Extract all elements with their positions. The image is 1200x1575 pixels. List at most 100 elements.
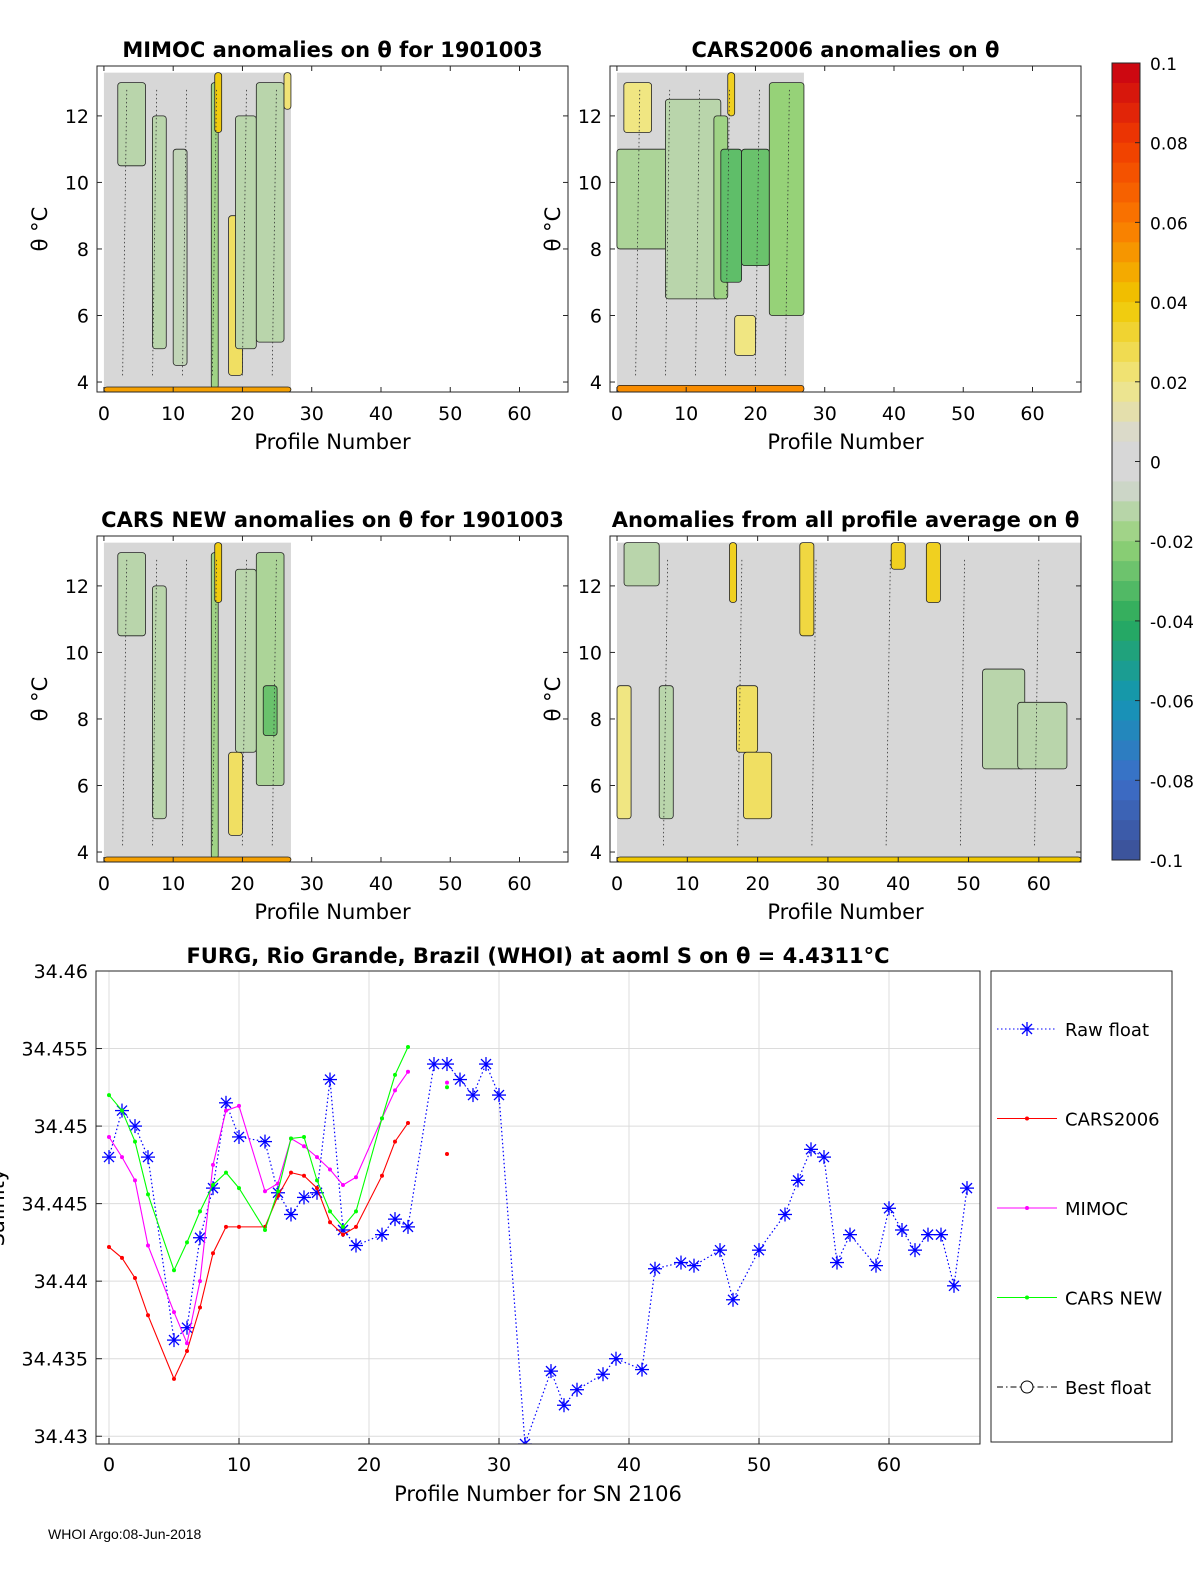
data-point <box>687 1258 701 1273</box>
colorbar-tick-label: 0.08 <box>1150 135 1188 155</box>
legend-label: CARS NEW <box>1065 1289 1162 1310</box>
x-tick-label: 10 <box>675 873 699 895</box>
x-tick-label: 20 <box>746 873 770 895</box>
heatmap-cell <box>890 542 906 570</box>
panel-title: CARS2006 anomalies on θ <box>692 38 1000 62</box>
data-point <box>570 1382 584 1397</box>
heatmap-cell <box>103 856 292 862</box>
data-point <box>107 1093 111 1098</box>
heatmap-cell <box>768 82 805 316</box>
data-point <box>674 1255 688 1270</box>
heatmap-cell <box>117 82 146 167</box>
data-point <box>635 1362 649 1377</box>
y-tick-label: 6 <box>77 305 89 327</box>
data-point <box>440 1057 454 1072</box>
data-point <box>947 1278 961 1293</box>
data-point <box>133 1276 137 1281</box>
plot-area <box>102 1044 974 1444</box>
heatmap-cell <box>616 384 805 392</box>
x-tick-label: 50 <box>951 403 975 425</box>
y-tick-label: 6 <box>590 775 602 797</box>
data-point <box>843 1227 857 1242</box>
data-point <box>817 1150 831 1165</box>
data-point <box>302 1144 306 1149</box>
axes-box <box>96 65 569 393</box>
data-point <box>328 1167 332 1172</box>
colorbar-segment <box>1112 640 1140 662</box>
data-point <box>388 1212 402 1227</box>
colorbar-segment <box>1112 760 1140 781</box>
data-point <box>141 1150 155 1165</box>
colorbar-tick-label: 0.02 <box>1150 374 1188 394</box>
panel-title: Anomalies from all profile average on θ <box>612 508 1080 532</box>
data-point <box>406 1120 410 1125</box>
data-point <box>869 1258 883 1273</box>
colorbar-segment <box>1112 182 1140 203</box>
colorbar-segment <box>1112 461 1140 482</box>
colorbar-segment <box>1112 840 1140 861</box>
colorbar-segment <box>1112 780 1140 801</box>
y-tick-label: 6 <box>590 305 602 327</box>
heatmap-cell <box>255 82 285 343</box>
colorbar-segment <box>1112 441 1140 462</box>
heatmap-cell <box>665 98 722 300</box>
data-point <box>830 1255 844 1270</box>
colorbar-segment <box>1112 700 1140 722</box>
data-point <box>185 1348 189 1353</box>
data-point <box>406 1069 410 1074</box>
data-point <box>224 1170 228 1175</box>
data-point <box>648 1261 662 1276</box>
heatmap-area <box>616 542 1081 862</box>
data-point <box>172 1268 176 1273</box>
y-axis-label: θ °C <box>541 677 565 722</box>
colorbar-tick-label: -0.02 <box>1150 533 1194 553</box>
axes-box <box>609 65 1082 393</box>
colorbar-segment <box>1112 162 1140 184</box>
colorbar-segment <box>1112 800 1140 821</box>
data-point <box>1020 1022 1034 1036</box>
data-point <box>198 1279 202 1284</box>
colorbar-segment <box>1112 561 1140 582</box>
heatmap-cell <box>616 685 632 820</box>
heatmap-cell <box>736 685 759 753</box>
colorbar-segment <box>1112 481 1140 502</box>
axes-box <box>95 970 981 1445</box>
legend-marker <box>1025 1295 1029 1300</box>
x-tick-label: 40 <box>882 403 906 425</box>
heatmap-cell <box>743 751 773 820</box>
colorbar-segment <box>1112 341 1140 363</box>
data-point <box>895 1222 909 1237</box>
y-axis-label: θ °C <box>28 677 52 722</box>
y-tick-label: 4 <box>590 372 602 394</box>
y-tick-label: 4 <box>590 842 602 864</box>
heatmap-panel-4: 0 10 20 30 40 50 60 4 6 8 10 12 Anomalies from all p… <box>541 508 1082 924</box>
data-point <box>393 1088 397 1093</box>
x-tick-label: 40 <box>369 403 393 425</box>
colorbar-segment <box>1112 142 1140 164</box>
heatmap-cell <box>262 685 278 736</box>
x-axis-label: Profile Number for SN 2106 <box>394 1482 682 1506</box>
data-point <box>544 1364 558 1379</box>
heatmap-cell <box>623 82 652 133</box>
panel-title: CARS NEW anomalies on θ for 1901003 <box>101 508 564 532</box>
data-point <box>341 1183 345 1188</box>
data-point <box>167 1333 181 1348</box>
data-point <box>146 1313 150 1318</box>
x-tick-label: 50 <box>956 873 980 895</box>
data-point <box>211 1251 215 1256</box>
colorbar-segment <box>1112 82 1140 104</box>
data-point <box>445 1151 449 1156</box>
colorbar-segment <box>1112 720 1140 741</box>
heatmap-panel-2: 0 10 20 30 40 50 60 4 6 8 10 12 CARS2006 anomalies o… <box>541 38 1082 454</box>
colorbar-segment <box>1112 541 1140 562</box>
colorbar-segment <box>1112 122 1140 144</box>
heatmap-cell <box>214 542 223 603</box>
colorbar-segment <box>1112 820 1140 841</box>
y-tick-label: 4 <box>77 372 89 394</box>
y-tick-label: 8 <box>77 709 89 731</box>
axes-box <box>96 535 569 863</box>
data-point <box>466 1088 480 1103</box>
colorbar-segment <box>1112 381 1140 403</box>
data-point <box>354 1209 358 1214</box>
data-point <box>323 1072 337 1087</box>
